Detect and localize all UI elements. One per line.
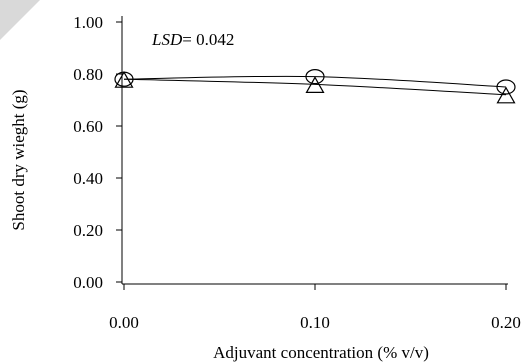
corner-decoration bbox=[0, 0, 40, 40]
data-point-circle bbox=[496, 79, 516, 95]
y-tick-label: 0.80 bbox=[73, 65, 103, 84]
series-markers bbox=[114, 68, 516, 104]
lsd-annotation: LSD= 0.042 bbox=[151, 30, 234, 49]
data-point-circle bbox=[305, 68, 325, 85]
y-axis-title: Shoot dry wieght (g) bbox=[9, 89, 28, 230]
lsd-label: LSD bbox=[151, 30, 183, 49]
y-tick-label: 0.60 bbox=[73, 117, 103, 136]
y-tick-label: 0.00 bbox=[73, 273, 103, 292]
x-tick-label: 0.10 bbox=[300, 313, 330, 332]
data-point-triangle bbox=[114, 70, 134, 88]
data-point-triangle bbox=[305, 76, 325, 93]
x-axis-title: Adjuvant concentration (% v/v) bbox=[213, 343, 429, 362]
data-point-triangle bbox=[496, 86, 516, 104]
y-tick-label: 1.00 bbox=[73, 13, 103, 32]
x-ticks: 0.00 0.10 0.20 bbox=[109, 284, 521, 332]
x-tick-label: 0.20 bbox=[491, 313, 521, 332]
axes bbox=[121, 16, 508, 285]
y-tick-label: 0.40 bbox=[73, 169, 103, 188]
y-ticks: 0.00 0.20 0.40 0.60 0.80 1.00 bbox=[73, 13, 122, 292]
y-tick-label: 0.20 bbox=[73, 221, 103, 240]
x-tick-label: 0.00 bbox=[109, 313, 139, 332]
lsd-value: = 0.042 bbox=[182, 30, 234, 49]
series-line-triangle bbox=[123, 78, 507, 96]
